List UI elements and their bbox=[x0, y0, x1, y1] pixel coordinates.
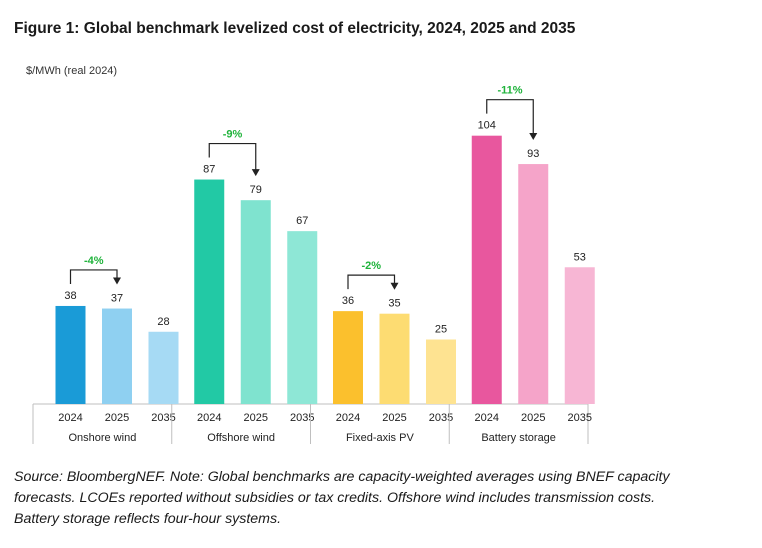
source-line-1: Source: BloombergNEF. Note: Global bench… bbox=[14, 469, 670, 485]
category-label-onshore-wind: Onshore wind bbox=[68, 432, 136, 444]
change-arrowhead-fixed-axis-pv bbox=[390, 282, 399, 290]
data-label-battery-storage-2025: 93 bbox=[527, 148, 539, 160]
data-label-onshore-wind-2024: 38 bbox=[64, 290, 76, 302]
bar-fixed-axis-pv-2035 bbox=[426, 339, 456, 404]
tick-label-onshore-wind-2025: 2025 bbox=[105, 412, 129, 424]
change-bracket-onshore-wind bbox=[69, 269, 118, 284]
data-label-onshore-wind-2025: 37 bbox=[111, 293, 123, 305]
tick-label-fixed-axis-pv-2025: 2025 bbox=[382, 412, 406, 424]
data-label-fixed-axis-pv-2035: 25 bbox=[435, 324, 447, 336]
tick-label-fixed-axis-pv-2035: 2035 bbox=[429, 412, 453, 424]
data-label-battery-storage-2035: 53 bbox=[574, 251, 586, 263]
y-axis-unit-label: $/MWh (real 2024) bbox=[26, 65, 117, 77]
source-line-2: forecasts. LCOEs reported without subsid… bbox=[14, 490, 656, 506]
tick-label-onshore-wind-2035: 2035 bbox=[151, 412, 175, 424]
chart-plot-area: 38 2024 37 2025 28 2035 Onshore wind -4% 87 2024 7… bbox=[32, 85, 595, 444]
data-label-offshore-wind-2035: 67 bbox=[296, 215, 308, 227]
category-label-fixed-axis-pv: Fixed-axis PV bbox=[346, 432, 415, 444]
data-label-fixed-axis-pv-2025: 35 bbox=[388, 298, 400, 310]
bar-onshore-wind-2025 bbox=[102, 308, 132, 404]
category-label-battery-storage: Battery storage bbox=[481, 432, 556, 444]
change-bracket-fixed-axis-pv bbox=[347, 274, 396, 290]
bar-battery-storage-2025 bbox=[518, 164, 549, 404]
figure-title: Figure 1: Global benchmark levelized cos… bbox=[14, 20, 576, 37]
change-arrowhead-offshore-wind bbox=[251, 169, 260, 177]
bar-fixed-axis-pv-2025 bbox=[379, 313, 410, 404]
change-bracket-offshore-wind bbox=[208, 142, 257, 171]
bar-offshore-wind-2035 bbox=[287, 231, 318, 404]
bar-offshore-wind-2025 bbox=[240, 200, 271, 404]
bar-offshore-wind-2024 bbox=[194, 179, 225, 404]
tick-label-offshore-wind-2024: 2024 bbox=[197, 412, 221, 424]
bar-battery-storage-2035 bbox=[564, 267, 595, 404]
data-label-offshore-wind-2025: 79 bbox=[250, 184, 262, 196]
tick-label-fixed-axis-pv-2024: 2024 bbox=[336, 412, 360, 424]
source-note: Source: BloombergNEF. Note: Global bench… bbox=[14, 467, 754, 530]
tick-label-offshore-wind-2035: 2035 bbox=[290, 412, 314, 424]
data-label-offshore-wind-2024: 87 bbox=[203, 164, 215, 176]
bar-battery-storage-2024 bbox=[471, 135, 502, 404]
bar-fixed-axis-pv-2024 bbox=[333, 311, 363, 404]
bar-onshore-wind-2024 bbox=[55, 305, 86, 404]
change-arrowhead-onshore-wind bbox=[113, 277, 121, 285]
bar-onshore-wind-2035 bbox=[148, 331, 179, 404]
tick-label-offshore-wind-2025: 2025 bbox=[244, 412, 268, 424]
data-label-battery-storage-2024: 104 bbox=[478, 120, 496, 132]
lcoe-bar-chart: $/MWh (real 2024) 38 2024 37 2025 28 2035 Onsh… bbox=[26, 65, 595, 444]
data-label-onshore-wind-2035: 28 bbox=[157, 316, 169, 328]
change-label-onshore-wind: -4% bbox=[84, 255, 104, 267]
change-label-battery-storage: -11% bbox=[497, 85, 522, 97]
source-line-3: Battery storage reflects four-hour syste… bbox=[14, 511, 282, 527]
tick-label-battery-storage-2025: 2025 bbox=[521, 412, 545, 424]
change-label-offshore-wind: -9% bbox=[223, 129, 243, 141]
change-label-fixed-axis-pv: -2% bbox=[361, 260, 381, 272]
category-label-offshore-wind: Offshore wind bbox=[207, 432, 275, 444]
tick-label-onshore-wind-2024: 2024 bbox=[58, 412, 82, 424]
data-label-fixed-axis-pv-2024: 36 bbox=[342, 295, 354, 307]
change-arrowhead-battery-storage bbox=[529, 133, 538, 141]
tick-label-battery-storage-2024: 2024 bbox=[475, 412, 499, 424]
tick-label-battery-storage-2035: 2035 bbox=[568, 412, 592, 424]
change-bracket-battery-storage bbox=[486, 99, 534, 135]
